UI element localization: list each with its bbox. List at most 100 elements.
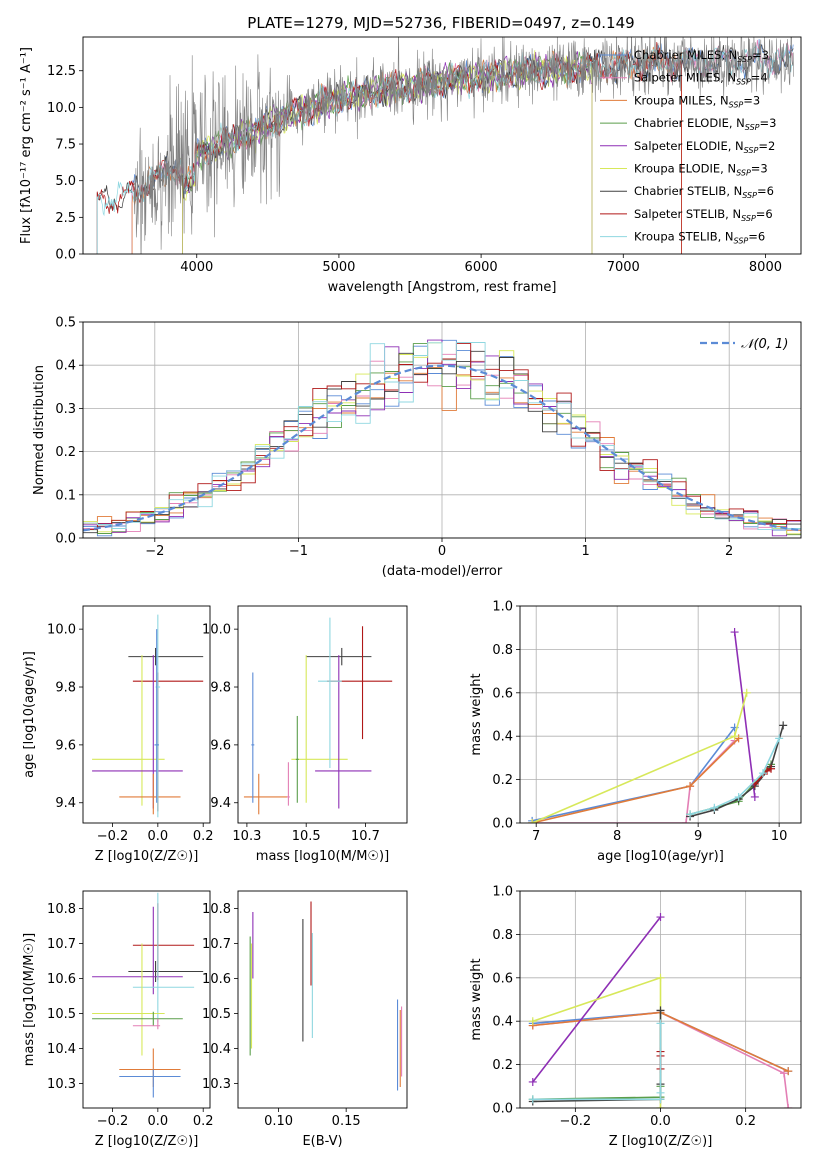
x-axis-label: E(B-V) — [302, 1134, 342, 1149]
weight-marker-kroupa_miles — [734, 734, 743, 743]
y-tick-label: 0.8 — [492, 928, 513, 943]
weight-marker-kroupa_elodie — [656, 1104, 665, 1108]
x-axis-label: wavelength [Angstrom, rest frame] — [328, 280, 557, 295]
y-axis-label: age [log10(age/yr)] — [22, 651, 37, 778]
x-tick-label: 10.7 — [351, 829, 380, 844]
x-tick-label: 2 — [725, 544, 733, 559]
weight-marker-kroupa_elodie — [528, 819, 537, 823]
axes-frame — [82, 321, 802, 539]
y-tick-label: 10.8 — [47, 902, 76, 917]
weight-marker-kroupa_stelib — [758, 769, 767, 778]
residual-histogram-salpeter_stelib — [83, 343, 801, 531]
y-tick-label: 9.6 — [55, 738, 76, 753]
weight-marker-salpeter_stelib — [767, 764, 776, 773]
weight-marker-kroupa_elodie — [528, 1017, 537, 1026]
weight-line-chabrier_miles — [531, 727, 736, 822]
x-axis-label: Z [log10(Z/Z☉)] — [95, 849, 199, 864]
axes-frame — [519, 890, 802, 1109]
y-tick-label: 10.6 — [47, 972, 76, 987]
legend-label: Kroupa STELIB, NSSP=6 — [634, 230, 765, 246]
normal-reference-curve — [83, 364, 801, 532]
x-tick-label: −0.2 — [560, 1114, 592, 1129]
x-tick-label: −0.2 — [97, 1114, 129, 1129]
y-axis-label: mass weight — [469, 673, 484, 755]
weight-marker-chabrier_stelib — [779, 721, 788, 730]
x-tick-label: 9 — [694, 829, 702, 844]
x-axis-label: Z [log10(Z/Z☉)] — [609, 1134, 713, 1149]
legend-label: Chabrier STELIB, NSSP=6 — [634, 184, 774, 200]
weight-line-kroupa_elodie — [531, 692, 748, 823]
y-tick-label: 0.6 — [492, 686, 513, 701]
y-axis-label: mass weight — [469, 958, 484, 1040]
axes-residuals: −2 −1 0 1 2 0.0 0.1 0.2 0.3 0.4 0.5 (data-model)/er… — [32, 316, 802, 579]
y-tick-label: 10.4 — [202, 1042, 231, 1057]
y-tick-label: 0.0 — [55, 248, 76, 263]
axes-age-vs-mass: 10.3 10.5 10.7 9.4 9.6 9.8 10.0 mass [log10(M/M… — [202, 605, 408, 864]
weight-marker-kroupa_miles — [784, 1067, 793, 1076]
plot-area-age-vs-Z — [92, 614, 204, 818]
y-tick-label: 10.0 — [202, 623, 231, 638]
residual-histogram-kroupa_miles — [83, 360, 801, 533]
weight-line-chabrier_elodie — [689, 763, 772, 816]
y-tick-label: 0.0 — [492, 1102, 513, 1117]
y-tick-label: 0.3 — [55, 402, 76, 417]
y-tick-label: 10.3 — [202, 1077, 231, 1092]
weight-marker-kroupa_elodie — [742, 688, 751, 697]
x-tick-label: 10.5 — [292, 829, 321, 844]
weight-line-kroupa_stelib — [532, 1023, 662, 1101]
y-tick-label: 1.0 — [492, 600, 513, 615]
axes-frame — [519, 605, 802, 824]
weight-marker-salpeter_miles — [779, 1069, 788, 1078]
x-tick-label: 6000 — [465, 260, 498, 275]
y-axis-label: mass [log10(M/M☉)] — [22, 933, 37, 1066]
x-tick-label: 10 — [771, 829, 788, 844]
axes-frame — [82, 890, 211, 1109]
y-tick-label: 0.4 — [492, 1015, 513, 1030]
y-tick-label: 9.4 — [210, 796, 231, 811]
y-tick-label: 0.1 — [55, 488, 76, 503]
y-tick-label: 0.0 — [55, 532, 76, 547]
y-tick-label: 5.0 — [55, 174, 76, 189]
weight-marker-kroupa_stelib — [710, 803, 719, 812]
axes-weight-vs-Z: −0.2 0.0 0.2 0.0 0.2 0.4 0.6 0.8 1.0 Z [log10(Z/Z… — [469, 885, 802, 1149]
x-tick-label: 0.2 — [193, 1114, 214, 1129]
plot-area-age-vs-mass — [243, 617, 393, 815]
legend-label: Chabrier ELODIE, NSSP=3 — [634, 116, 776, 132]
weight-marker-salpeter_elodie — [656, 913, 665, 922]
axes-age-vs-Z: −0.2 0.0 0.2 9.4 9.6 9.8 10.0 Z [log10(Z/Z☉)] ag… — [22, 605, 214, 864]
x-tick-label: 0.2 — [193, 829, 214, 844]
y-tick-label: 10.7 — [47, 937, 76, 952]
y-tick-label: 0.0 — [492, 817, 513, 832]
x-axis-label: mass [log10(M/M☉)] — [256, 849, 389, 864]
weight-line-chabrier_elodie — [532, 1086, 662, 1101]
weight-marker-salpeter_elodie — [750, 792, 759, 801]
plot-area-mass-vs-Z — [92, 892, 204, 1098]
y-tick-label: 10.6 — [202, 972, 231, 987]
x-tick-label: 8 — [613, 829, 621, 844]
y-tick-label: 0.5 — [55, 316, 76, 331]
axes-mass-vs-EBV: 0.10 0.15 10.3 10.4 10.5 10.6 10.7 10.8 E(B-V) — [202, 890, 408, 1149]
x-tick-label: 0.0 — [650, 1114, 671, 1129]
y-tick-label: 0.4 — [492, 730, 513, 745]
x-tick-label: −0.2 — [97, 829, 129, 844]
y-tick-label: 9.8 — [210, 681, 231, 696]
weight-marker-salpeter_elodie — [528, 1077, 537, 1086]
y-tick-label: 10.8 — [202, 902, 231, 917]
plot-area-weight-vs-age — [520, 606, 801, 823]
weight-marker-salpeter_elodie — [730, 628, 739, 637]
legend-label: Salpeter STELIB, NSSP=6 — [634, 207, 773, 223]
x-tick-label: −1 — [289, 544, 308, 559]
weight-line-kroupa_elodie — [532, 976, 662, 1108]
observed-spectrum — [133, 37, 794, 254]
x-tick-label: 5000 — [322, 260, 355, 275]
y-tick-label: 10.5 — [202, 1007, 231, 1022]
y-tick-label: 10.0 — [47, 101, 76, 116]
y-tick-label: 0.2 — [492, 1058, 513, 1073]
y-tick-label: 10.4 — [47, 1042, 76, 1057]
x-tick-label: 0.0 — [147, 829, 168, 844]
axes-weight-vs-age: 7 8 9 10 0.0 0.2 0.4 0.6 0.8 1.0 age [log10(age/yr… — [469, 600, 802, 864]
y-tick-label: 9.8 — [55, 681, 76, 696]
plot-area-spectrum — [96, 37, 794, 254]
axes-frame — [82, 36, 802, 255]
y-tick-label: 7.5 — [55, 138, 76, 153]
